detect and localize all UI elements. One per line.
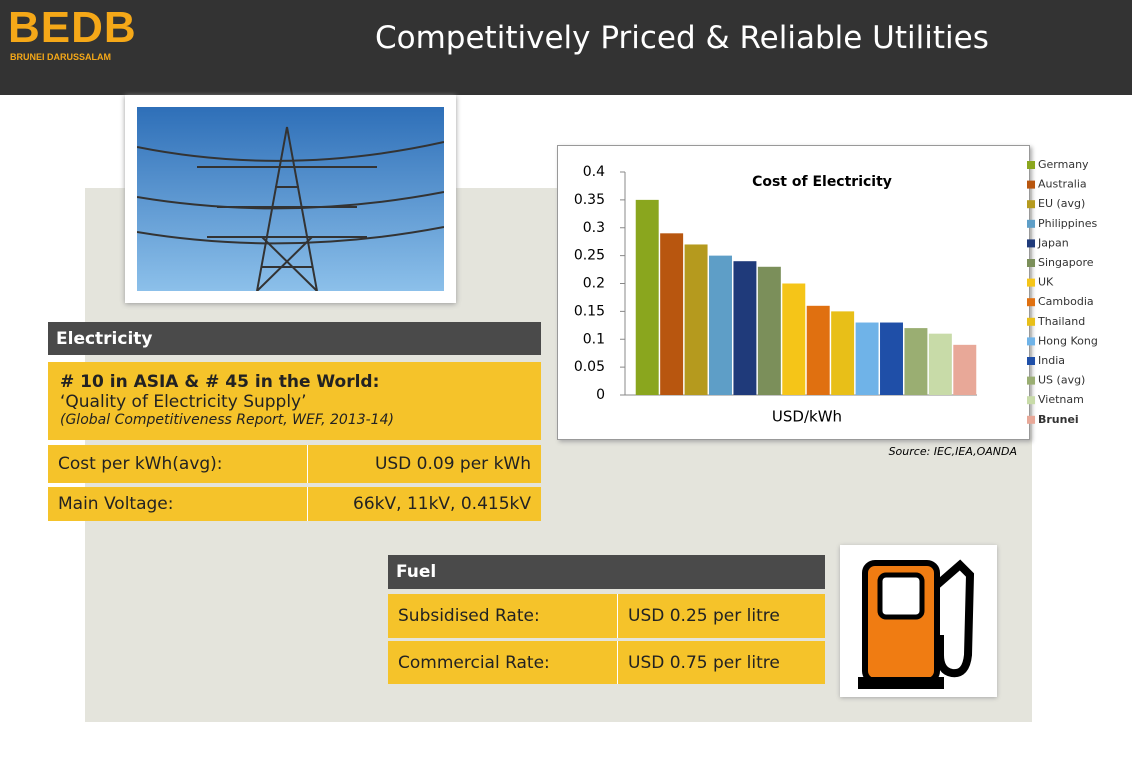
cell: Main Voltage: [48,487,307,521]
y-tick-label: 0.25 [574,248,605,264]
logo: BEDB [8,3,137,52]
legend-label: Philippines [1038,217,1098,230]
rank-source: (Global Competitiveness Report, WEF, 201… [60,412,394,428]
legend-swatch [1027,396,1035,405]
bar [880,322,903,395]
tower-image [136,107,445,292]
rank-subtitle: ‘Quality of Electricity Supply’ [60,392,307,412]
bar [831,311,855,395]
cell: USD 0.09 per kWh [307,445,541,483]
chart: Cost of Electricity USD/kWh Source: IEC,… [574,158,1098,458]
legend-swatch [1027,278,1035,287]
bar [684,244,708,395]
y-tick-label: 0.05 [574,359,605,375]
legend-swatch [1027,298,1035,307]
legend-swatch [1027,376,1035,385]
legend-label: US (avg) [1038,374,1085,387]
y-tick-label: 0.35 [574,192,605,208]
rank: # 10 in ASIA & # 45 in the World: [60,372,380,392]
bar [904,328,928,395]
y-tick-label: 0.1 [583,331,605,347]
cell: USD 0.25 per litre [617,594,825,638]
legend-label: Japan [1037,236,1069,249]
legend-label: Brunei [1038,413,1079,426]
legend-label: India [1038,354,1065,367]
x-axis-label: USD/kWh [772,408,842,426]
legend-swatch [1027,357,1035,365]
fuel-heading: Fuel [388,555,825,589]
legend-swatch [1027,219,1035,228]
electricity-heading: Electricity [48,322,541,355]
legend-swatch [1027,259,1035,267]
legend-label: UK [1038,276,1054,289]
cell: Commercial Rate: [388,641,617,684]
legend-label: Cambodia [1038,295,1094,308]
legend-swatch [1027,161,1035,169]
legend-swatch [1027,200,1035,209]
bar [782,283,806,395]
y-tick-label: 0.4 [583,164,605,180]
legend-label: Germany [1038,158,1089,171]
title: Competitively Priced & Reliable Utilitie… [375,20,989,56]
legend-swatch [1027,337,1035,346]
electricity-rank-box: # 10 in ASIA & # 45 in the World: ‘Quali… [48,362,541,440]
legend-swatch [1027,239,1035,248]
bar [953,344,977,395]
chart-title: Cost of Electricity [752,174,892,190]
cell: USD 0.75 per litre [617,641,825,684]
header-bar [0,0,1132,95]
legend-label: Hong Kong [1038,334,1098,347]
cell: Subsidised Rate: [388,594,617,638]
legend-label: Singapore [1038,256,1094,269]
legend-label: EU (avg) [1038,197,1085,210]
legend-label: Vietnam [1038,393,1084,406]
pump-icon [840,545,997,697]
bar [757,266,781,395]
bar [806,305,830,395]
photo [125,95,456,303]
logo-sub: BRUNEI DARUSSALAM [10,52,111,62]
bar [928,333,952,395]
cell: Cost per kWh(avg): [48,445,307,483]
legend-swatch [1027,180,1035,189]
cell: 66kV, 11kV, 0.415kV [307,487,541,521]
bar [733,261,757,395]
legend-swatch [1027,415,1035,424]
legend-swatch [1027,317,1035,326]
y-tick-label: 0.3 [583,220,605,236]
chart-source: Source: IEC,IEA,OANDA [889,445,1017,458]
bar [660,233,684,395]
bar [635,199,659,395]
bar [855,322,879,395]
bar [709,255,732,395]
pump-graphic [858,559,975,689]
legend-label: Thailand [1037,315,1085,328]
y-tick-label: 0 [596,387,605,403]
y-tick-label: 0.15 [574,303,605,319]
y-tick-label: 0.2 [583,276,605,292]
legend-label: Australia [1038,178,1087,191]
